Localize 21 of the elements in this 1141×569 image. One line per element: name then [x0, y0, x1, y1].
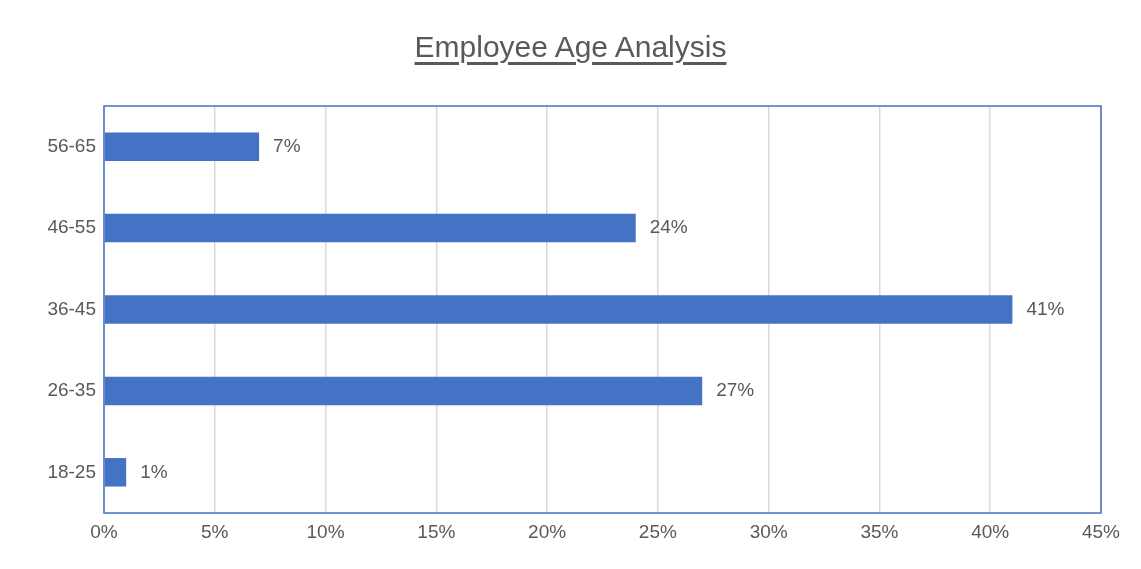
y-tick-label: 56-65 [47, 134, 96, 156]
data-label: 41% [1026, 297, 1065, 319]
y-tick-label: 46-55 [47, 216, 96, 238]
y-tick-label: 26-35 [47, 379, 96, 401]
data-label: 27% [716, 379, 755, 401]
y-tick-label: 36-45 [47, 297, 96, 319]
x-tick-label: 45% [1081, 520, 1121, 542]
x-tick-label: 20% [528, 520, 567, 542]
x-tick-label: 0% [90, 520, 118, 542]
x-tick-label: 5% [201, 520, 229, 542]
x-tick-label: 15% [417, 520, 456, 542]
x-tick-label: 40% [971, 520, 1010, 542]
y-tick-label: 18-25 [47, 460, 96, 482]
x-tick-label: 35% [860, 520, 899, 542]
data-label: 7% [273, 134, 301, 156]
x-tick-label: 25% [638, 520, 678, 542]
chart-title: Employee Age Analysis [413, 30, 728, 64]
data-label: 24% [649, 216, 688, 238]
x-tick-label: 30% [749, 520, 788, 542]
x-tick-label: 10% [306, 520, 345, 542]
data-label: 1% [140, 460, 168, 482]
